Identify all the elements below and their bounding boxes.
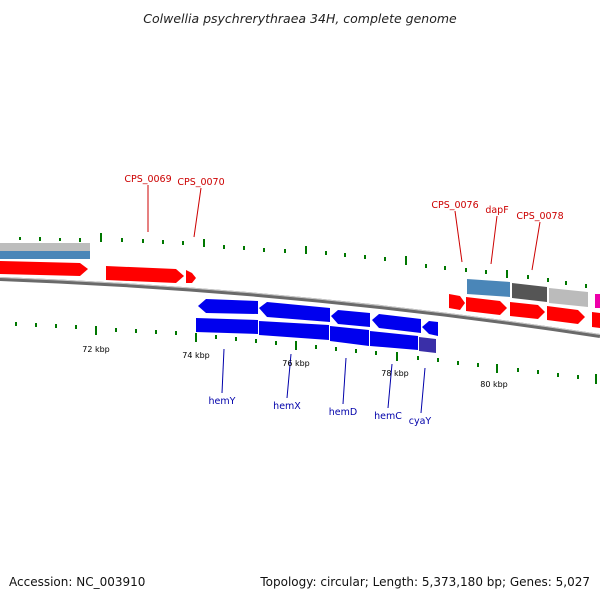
gene-label-dapf: dapF [485,205,508,216]
map-title: Colwellia psychrerythraea 34H, complete … [143,11,457,26]
gene-label-hemc: hemC [374,411,402,422]
reverse-leader-lines [221,348,426,414]
feature-darkgray [512,283,547,302]
forward-gene [510,302,545,319]
reverse-gene [196,318,258,334]
genome-backbone [0,277,600,338]
reverse-gene [198,299,258,314]
feature-blue-dapF [467,279,510,297]
inner-ticks [15,322,597,384]
outer-ticks [19,233,587,288]
feature-gray-left [0,243,90,251]
gene-label-hemx: hemX [273,401,301,412]
forward-gene [0,261,88,276]
forward-gene [186,270,196,283]
forward-gene [592,312,600,328]
scale-label-74: 74 kbp [182,351,210,360]
gene-label-cps-0069: CPS_0069 [124,174,171,185]
forward-leader-lines [147,185,541,271]
forward-gene [547,306,585,324]
reverse-gene [331,310,370,327]
scale-label-72: 72 kbp [82,345,110,354]
gene-label-cps-0076: CPS_0076 [431,200,478,211]
scale-label-76: 76 kbp [282,359,310,368]
accession-text: Accession: NC_003910 [9,575,145,589]
reverse-gene [372,314,421,333]
gene-label-hemd: hemD [329,407,357,418]
reverse-gene [259,321,329,340]
reverse-gene [419,337,436,353]
reverse-gene [370,331,418,350]
feature-blue-left [0,251,90,259]
gene-label-cps-0070: CPS_0070 [177,177,224,188]
forward-gene [449,294,465,310]
gene-label-cyay: cyaY [409,416,432,427]
gene-label-hemy: hemY [209,396,236,407]
reverse-gene [259,302,330,322]
reverse-gene [330,326,369,346]
forward-gene [466,297,507,315]
scale-label-80: 80 kbp [480,380,508,389]
reverse-gene [422,321,438,336]
scale-label-78: 78 kbp [381,369,409,378]
gene-label-cps-0078: CPS_0078 [516,211,563,222]
feature-magenta [595,294,600,308]
forward-gene [106,266,184,283]
genome-stats-text: Topology: circular; Length: 5,373,180 bp… [259,575,590,589]
feature-lightgray [549,288,588,307]
